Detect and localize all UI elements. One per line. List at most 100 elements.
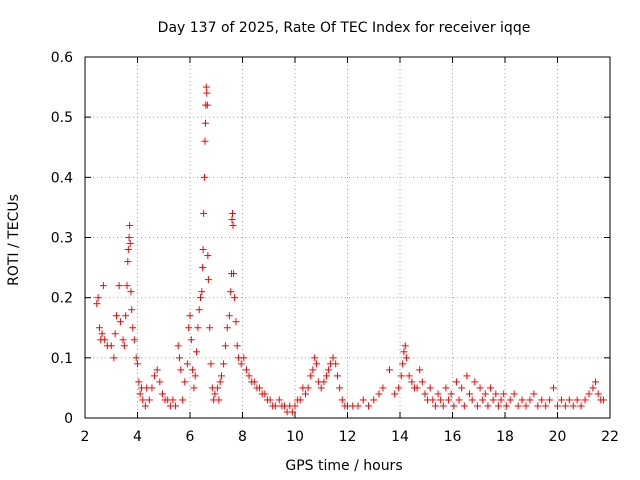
data-point bbox=[431, 402, 439, 410]
data-point bbox=[554, 402, 561, 410]
data-point bbox=[304, 384, 312, 392]
chart-title: Day 137 of 2025, Rate Of TEC Index for r… bbox=[158, 20, 531, 36]
data-point bbox=[379, 384, 387, 392]
data-point bbox=[413, 384, 421, 392]
data-point bbox=[200, 173, 208, 181]
data-point bbox=[240, 354, 248, 362]
data-point bbox=[193, 348, 201, 356]
data-point bbox=[194, 324, 202, 332]
data-point bbox=[191, 372, 199, 380]
data-point bbox=[484, 402, 492, 410]
data-point bbox=[403, 354, 411, 362]
data-point bbox=[445, 396, 453, 404]
data-point bbox=[518, 396, 526, 404]
data-point bbox=[127, 288, 135, 296]
data-point bbox=[242, 366, 250, 374]
data-point bbox=[395, 384, 403, 392]
data-point bbox=[93, 300, 101, 308]
y-axis-label: ROTI / TECUs bbox=[6, 194, 22, 286]
data-point bbox=[309, 366, 317, 374]
data-point bbox=[502, 402, 510, 410]
x-axis-label: GPS time / hours bbox=[285, 458, 402, 474]
data-point bbox=[565, 396, 573, 404]
data-point bbox=[125, 234, 133, 241]
data-point bbox=[201, 137, 209, 145]
data-point bbox=[183, 360, 191, 368]
data-point bbox=[181, 378, 189, 386]
data-point bbox=[195, 306, 203, 314]
data-point bbox=[214, 384, 222, 392]
data-point bbox=[130, 336, 138, 344]
data-point bbox=[174, 342, 182, 350]
data-point bbox=[577, 402, 585, 410]
data-point bbox=[228, 215, 236, 223]
data-point bbox=[202, 83, 210, 91]
data-point bbox=[400, 348, 408, 356]
data-point bbox=[460, 402, 468, 410]
data-point bbox=[307, 372, 315, 380]
data-point bbox=[391, 390, 399, 398]
data-point bbox=[223, 324, 231, 332]
data-point bbox=[291, 402, 299, 410]
data-point bbox=[119, 336, 127, 344]
data-point bbox=[187, 336, 195, 344]
data-point bbox=[200, 209, 208, 217]
data-point bbox=[172, 402, 180, 410]
data-point bbox=[229, 221, 237, 229]
data-point bbox=[466, 390, 474, 398]
data-point bbox=[458, 384, 466, 392]
data-points bbox=[93, 83, 607, 416]
data-point bbox=[332, 360, 340, 368]
data-point bbox=[204, 276, 212, 284]
data-point bbox=[497, 396, 505, 404]
data-point bbox=[107, 342, 115, 350]
data-point bbox=[124, 258, 132, 266]
data-point bbox=[198, 288, 206, 296]
data-point bbox=[129, 324, 137, 332]
data-point bbox=[288, 408, 296, 416]
data-point bbox=[245, 372, 253, 380]
data-point bbox=[334, 372, 342, 380]
x-tick-label: 2 bbox=[81, 429, 90, 445]
data-point bbox=[261, 390, 269, 398]
data-point bbox=[177, 366, 185, 374]
data-point bbox=[148, 384, 156, 392]
data-point bbox=[179, 396, 187, 404]
data-point bbox=[599, 396, 607, 404]
data-point bbox=[510, 390, 518, 398]
data-point bbox=[542, 402, 550, 410]
data-point bbox=[136, 390, 144, 398]
data-point bbox=[122, 312, 130, 320]
data-point bbox=[169, 396, 177, 404]
data-point bbox=[207, 360, 215, 368]
y-tick-label: 0.6 bbox=[51, 50, 73, 66]
data-point bbox=[561, 402, 569, 410]
data-point bbox=[99, 282, 107, 290]
data-point bbox=[204, 252, 212, 260]
data-point bbox=[489, 396, 497, 404]
data-point bbox=[594, 390, 602, 398]
data-point bbox=[487, 384, 495, 392]
data-point bbox=[311, 354, 319, 362]
data-point bbox=[526, 396, 534, 404]
data-point bbox=[199, 246, 207, 254]
data-point bbox=[115, 282, 123, 290]
data-point bbox=[232, 318, 240, 326]
data-point bbox=[506, 396, 514, 404]
data-point bbox=[439, 402, 447, 410]
data-point bbox=[500, 390, 508, 398]
data-point bbox=[95, 324, 103, 332]
x-tick-labels: 2 4 6 8 10 12 14 16 18 20 22 bbox=[81, 429, 619, 445]
data-point bbox=[386, 366, 393, 374]
data-point bbox=[215, 396, 223, 404]
data-point bbox=[190, 384, 198, 392]
x-tick-label: 10 bbox=[286, 429, 304, 445]
data-point bbox=[221, 342, 229, 350]
data-point bbox=[514, 402, 522, 410]
data-point bbox=[98, 330, 106, 338]
y-tick-label: 0.2 bbox=[51, 291, 73, 307]
data-point bbox=[116, 318, 124, 326]
x-tick-label: 18 bbox=[496, 429, 514, 445]
data-point bbox=[229, 209, 237, 217]
data-point bbox=[534, 402, 542, 410]
